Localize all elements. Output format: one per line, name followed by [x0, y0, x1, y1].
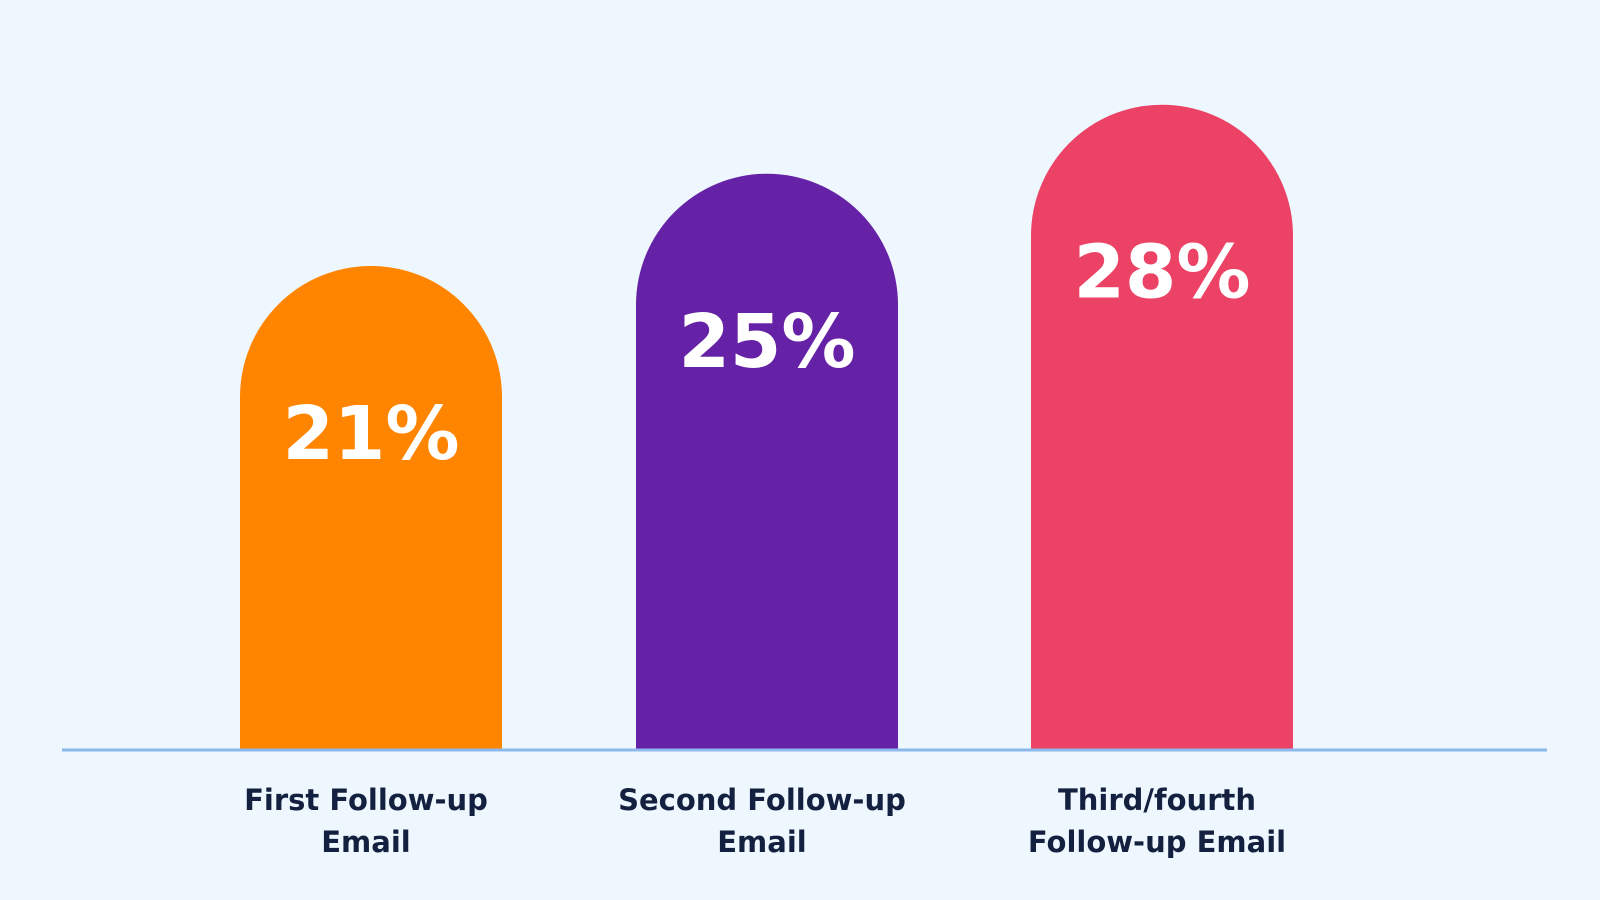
bar-1 — [240, 265, 502, 750]
bar-3 — [1031, 104, 1293, 750]
data-label-2: 25% — [678, 299, 855, 385]
category-label-3-line-1: Third/fourth — [1058, 783, 1256, 817]
data-label-3: 28% — [1073, 230, 1250, 316]
category-label-2-line-1: Second Follow-up — [618, 783, 906, 817]
category-label-1-line-2: Email — [321, 825, 410, 859]
category-label-1-line-1: First Follow-up — [244, 783, 488, 817]
labels-layer: First Follow-up Email Second Follow-up Emai… — [244, 783, 1286, 859]
bars-layer: 21% 25% 28% — [240, 104, 1293, 750]
category-label-3-line-2: Follow-up Email — [1028, 825, 1286, 859]
data-label-1: 21% — [282, 391, 459, 477]
category-label-2-line-2: Email — [717, 825, 806, 859]
bar-2 — [636, 173, 898, 750]
